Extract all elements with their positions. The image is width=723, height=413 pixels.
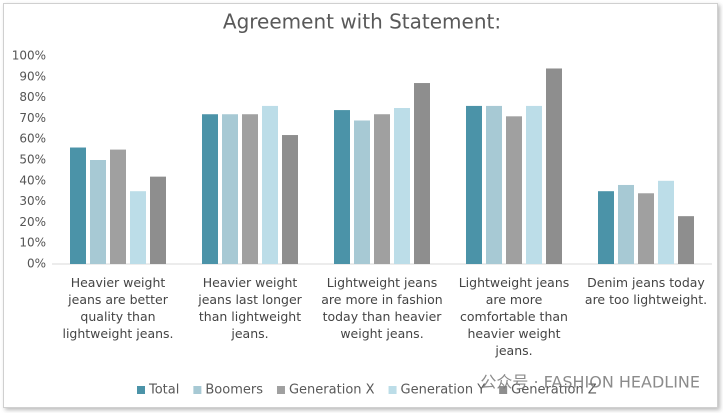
y-tick-label: 40%	[19, 173, 46, 187]
bar	[150, 176, 166, 264]
legend-swatch	[276, 386, 285, 394]
bar	[678, 216, 694, 264]
x-tick-label: Lightweight jeans are more comfortable t…	[458, 275, 570, 358]
bar	[110, 149, 126, 264]
bar	[222, 114, 238, 265]
watermark: 公众号 · FASHION HEADLINE	[480, 373, 700, 392]
legend-label: Generation Y	[401, 383, 486, 398]
legend-label: Generation Z	[511, 383, 597, 398]
bar	[90, 160, 106, 264]
legend-swatch	[193, 386, 202, 394]
y-tick-label: 50%	[19, 153, 46, 167]
bar	[262, 105, 278, 264]
legend-swatch	[137, 386, 145, 394]
bar	[486, 105, 502, 264]
bar	[638, 193, 654, 264]
bar	[394, 108, 410, 264]
y-tick-label: 0%	[27, 257, 46, 271]
bar	[618, 184, 634, 264]
bar	[466, 105, 482, 264]
bar	[506, 116, 522, 264]
y-tick-label: 90%	[19, 69, 46, 83]
legend-swatch	[499, 386, 508, 394]
y-tick-label: 10%	[19, 236, 46, 250]
legend-label: Boomers	[205, 383, 263, 398]
y-tick-label: 60%	[19, 132, 46, 146]
x-tick-label: Denim jeans today are too lightweight.	[584, 275, 708, 307]
bar	[242, 114, 258, 265]
bar	[526, 105, 542, 264]
bar	[70, 147, 86, 264]
chart-title: Agreement with Statement:	[223, 10, 501, 34]
bar	[658, 180, 674, 264]
bar	[202, 114, 218, 265]
x-tick-label: Heavier weight jeans are better quality …	[62, 275, 174, 341]
bar	[354, 120, 370, 264]
x-tick-label: Lightweight jeans are more in fashion to…	[321, 275, 443, 341]
y-tick-label: 100%	[12, 49, 46, 63]
x-tick-label: Heavier weight jeans last longer than li…	[198, 275, 302, 341]
bar	[130, 191, 146, 264]
bar	[546, 68, 562, 264]
bar	[414, 83, 430, 264]
legend-label: Total	[148, 383, 179, 398]
bar	[598, 191, 614, 264]
legend-swatch	[388, 386, 397, 394]
y-tick-label: 30%	[19, 194, 46, 208]
bar	[282, 135, 298, 264]
legend-label: Generation X	[289, 383, 375, 398]
bar	[334, 110, 350, 264]
y-tick-label: 80%	[19, 90, 46, 104]
bar	[374, 114, 390, 265]
y-tick-label: 70%	[19, 111, 46, 125]
y-tick-label: 20%	[19, 215, 46, 229]
